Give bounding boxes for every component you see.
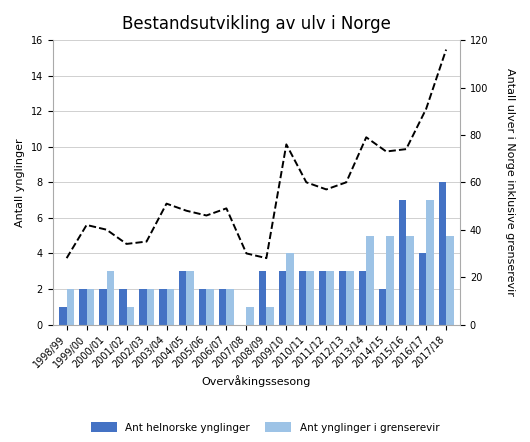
Bar — [319, 271, 326, 324]
Bar — [79, 289, 86, 324]
Bar — [166, 289, 174, 324]
Bar — [107, 271, 114, 324]
Bar — [139, 289, 146, 324]
Bar — [366, 236, 374, 324]
Bar — [306, 271, 314, 324]
Title: Bestandsutvikling av ulv i Norge: Bestandsutvikling av ulv i Norge — [122, 15, 391, 33]
Bar — [378, 289, 386, 324]
Bar — [219, 289, 226, 324]
Bar — [59, 307, 67, 324]
Bar — [226, 289, 234, 324]
X-axis label: Overvåkingssesong: Overvåkingssesong — [202, 375, 311, 387]
Bar — [207, 289, 214, 324]
Bar — [286, 253, 294, 324]
Bar — [339, 271, 346, 324]
Bar — [146, 289, 154, 324]
Bar — [86, 289, 94, 324]
Bar — [359, 271, 366, 324]
Bar — [187, 271, 194, 324]
Bar — [279, 271, 286, 324]
Bar — [119, 289, 127, 324]
Bar — [246, 307, 254, 324]
Bar — [159, 289, 166, 324]
Bar — [406, 236, 414, 324]
Bar — [127, 307, 134, 324]
Bar — [99, 289, 107, 324]
Bar — [399, 200, 406, 324]
Bar — [426, 200, 434, 324]
Bar — [259, 271, 267, 324]
Bar — [67, 289, 74, 324]
Bar — [326, 271, 334, 324]
Bar — [419, 253, 426, 324]
Bar — [386, 236, 394, 324]
Y-axis label: Antall ulver i Norge inklusive grenserevir: Antall ulver i Norge inklusive grenserev… — [505, 69, 515, 296]
Bar — [179, 271, 187, 324]
Legend: Ant helnorske ynglinger, Ant ynglinger i grenserevir: Ant helnorske ynglinger, Ant ynglinger i… — [86, 418, 444, 437]
Bar — [346, 271, 354, 324]
Bar — [299, 271, 306, 324]
Bar — [267, 307, 274, 324]
Bar — [199, 289, 207, 324]
Bar — [438, 182, 446, 324]
Y-axis label: Antall ynglinger: Antall ynglinger — [15, 138, 25, 227]
Bar — [446, 236, 454, 324]
